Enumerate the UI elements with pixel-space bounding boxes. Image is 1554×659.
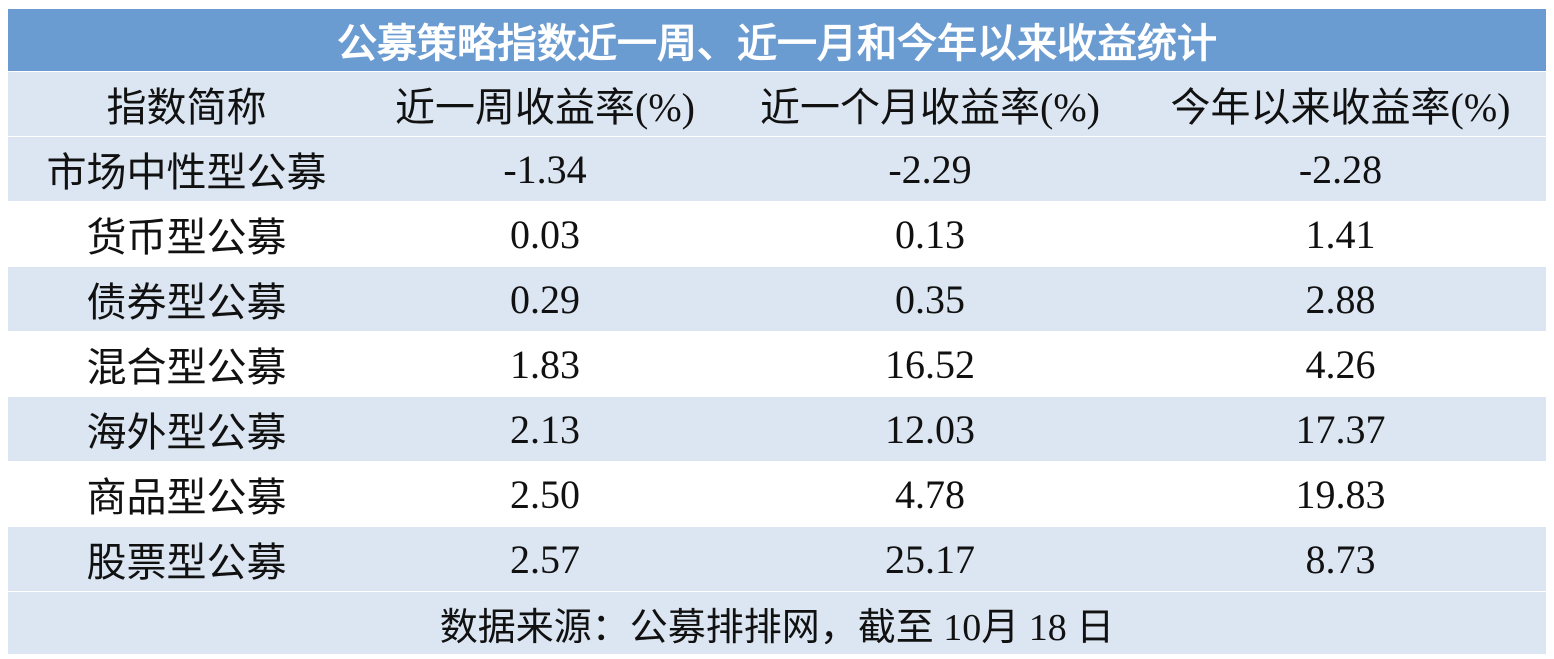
- return-value: 17.37: [1135, 396, 1546, 462]
- return-value: -2.28: [1135, 136, 1546, 202]
- return-value: 0.13: [725, 201, 1135, 267]
- table-row: 海外型公募 2.13 12.03 17.37: [8, 396, 1546, 462]
- return-value: -2.29: [725, 136, 1135, 202]
- table-row: 市场中性型公募 -1.34 -2.29 -2.28: [8, 136, 1546, 202]
- return-value: 2.57: [365, 526, 725, 592]
- column-header: 指数简称: [8, 71, 365, 137]
- table-row: 股票型公募 2.57 25.17 8.73: [8, 526, 1546, 592]
- return-value: 19.83: [1135, 461, 1546, 527]
- index-name: 商品型公募: [8, 461, 365, 527]
- column-header: 今年以来收益率(%): [1135, 71, 1546, 137]
- return-value: -1.34: [365, 136, 725, 202]
- return-value: 0.03: [365, 201, 725, 267]
- index-name: 货币型公募: [8, 201, 365, 267]
- table-row: 混合型公募 1.83 16.52 4.26: [8, 331, 1546, 397]
- column-header: 近一个月收益率(%): [725, 71, 1135, 137]
- table-container: 公募策略指数近一周、近一月和今年以来收益统计 指数简称 近一周收益率(%) 近一个月…: [8, 8, 1546, 654]
- return-value: 4.26: [1135, 331, 1546, 397]
- return-value: 12.03: [725, 396, 1135, 462]
- index-name: 股票型公募: [8, 526, 365, 592]
- table-title: 公募策略指数近一周、近一月和今年以来收益统计: [8, 8, 1546, 72]
- return-value: 2.88: [1135, 266, 1546, 332]
- return-value: 2.50: [365, 461, 725, 527]
- index-name: 混合型公募: [8, 331, 365, 397]
- data-table: 公募策略指数近一周、近一月和今年以来收益统计 指数简称 近一周收益率(%) 近一个月…: [8, 8, 1546, 654]
- return-value: 1.41: [1135, 201, 1546, 267]
- return-value: 1.83: [365, 331, 725, 397]
- return-value: 4.78: [725, 461, 1135, 527]
- index-name: 市场中性型公募: [8, 136, 365, 202]
- index-name: 债券型公募: [8, 266, 365, 332]
- table-row: 债券型公募 0.29 0.35 2.88: [8, 266, 1546, 332]
- table-row: 商品型公募 2.50 4.78 19.83: [8, 461, 1546, 527]
- return-value: 25.17: [725, 526, 1135, 592]
- table-row: 货币型公募 0.03 0.13 1.41: [8, 201, 1546, 267]
- header-row: 指数简称 近一周收益率(%) 近一个月收益率(%) 今年以来收益率(%): [8, 71, 1546, 137]
- return-value: 0.35: [725, 266, 1135, 332]
- return-value: 8.73: [1135, 526, 1546, 592]
- index-name: 海外型公募: [8, 396, 365, 462]
- source-note: 数据来源：公募排排网，截至 10月 18 日: [8, 591, 1546, 654]
- return-value: 16.52: [725, 331, 1135, 397]
- column-header: 近一周收益率(%): [365, 71, 725, 137]
- return-value: 0.29: [365, 266, 725, 332]
- return-value: 2.13: [365, 396, 725, 462]
